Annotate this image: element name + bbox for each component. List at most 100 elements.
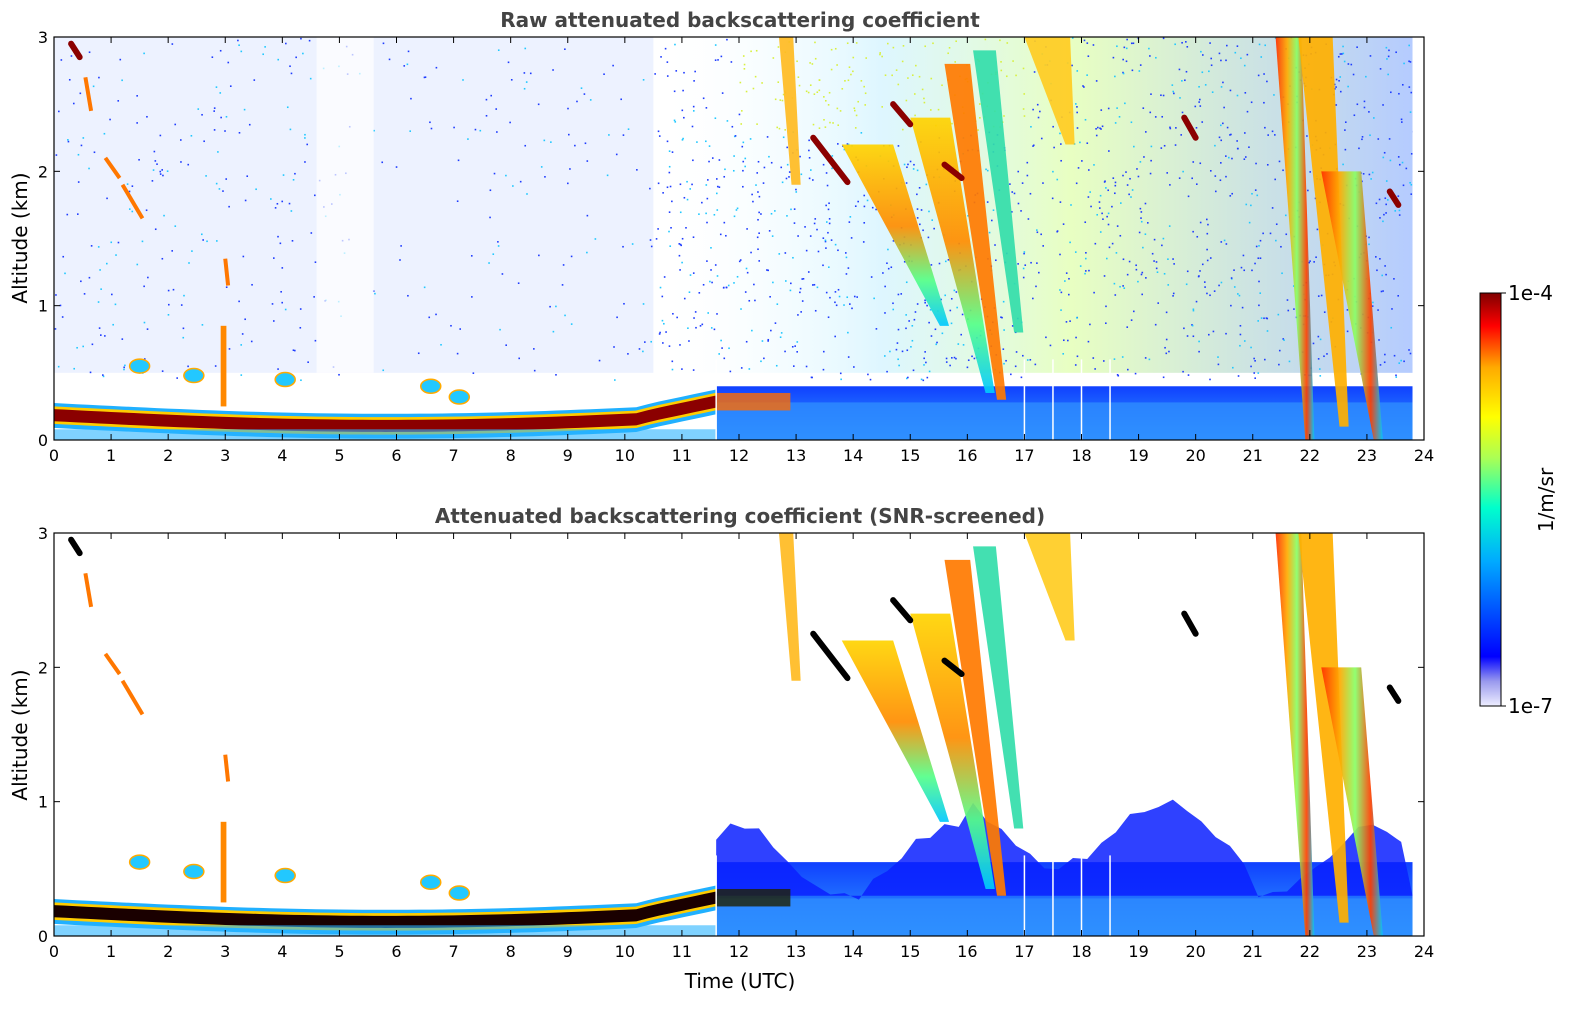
noise-speck xyxy=(1062,223,1065,225)
x-tick-label: 1 xyxy=(106,446,116,465)
noise-speck xyxy=(76,213,79,215)
noise-speck xyxy=(1141,271,1144,274)
dense-cloud-hook xyxy=(810,134,851,186)
dense-cloud-hook xyxy=(941,161,965,182)
noise-speck xyxy=(589,99,592,101)
noise-speck xyxy=(779,99,782,101)
noise-speck xyxy=(1397,295,1400,297)
noise-speck xyxy=(1206,232,1209,235)
noise-speck xyxy=(216,240,218,242)
noise-speck xyxy=(1173,92,1175,95)
noise-speck xyxy=(136,263,139,266)
noise-speck xyxy=(179,139,182,141)
noise-speck xyxy=(1218,284,1220,287)
noise-speck xyxy=(1398,92,1400,95)
noise-speck xyxy=(174,123,177,126)
noise-speck xyxy=(812,123,815,126)
noise-speck xyxy=(1009,183,1011,185)
noise-speck xyxy=(1369,134,1371,137)
noise-speck xyxy=(1395,374,1397,377)
noise-speck xyxy=(1130,319,1133,321)
noise-speck xyxy=(1038,271,1040,274)
noise-speck xyxy=(743,63,746,66)
noise-speck xyxy=(1356,46,1358,49)
noise-speck xyxy=(782,93,785,96)
noise-speck xyxy=(1271,130,1274,133)
noise-speck xyxy=(742,141,745,144)
noise-speck xyxy=(1316,228,1319,231)
noise-speck xyxy=(1257,320,1259,322)
noise-speck xyxy=(754,299,756,302)
noise-speck xyxy=(1264,358,1266,361)
noise-speck xyxy=(1398,209,1401,212)
noise-speck xyxy=(1257,74,1260,77)
noise-speck xyxy=(1149,172,1152,175)
noise-speck xyxy=(248,123,251,126)
noise-speck xyxy=(395,166,398,168)
noise-speck xyxy=(659,286,662,289)
noise-speck xyxy=(109,118,111,121)
noise-speck xyxy=(826,221,828,223)
noise-speck xyxy=(696,141,698,143)
noise-speck xyxy=(106,262,108,265)
noise-speck xyxy=(735,209,738,211)
noise-speck xyxy=(1071,64,1073,67)
noise-speck xyxy=(1114,122,1117,124)
noise-speck xyxy=(161,370,164,372)
noise-speck xyxy=(1128,260,1131,263)
noise-speck xyxy=(710,327,713,329)
noise-speck xyxy=(200,233,203,236)
noise-speck xyxy=(692,159,694,162)
noise-speck xyxy=(152,169,155,171)
noise-speck xyxy=(59,304,62,307)
noise-speck xyxy=(163,214,165,217)
x-tick-label: 15 xyxy=(900,446,920,465)
noise-speck xyxy=(456,352,459,355)
noise-speck xyxy=(1259,257,1262,260)
cloud-streak xyxy=(1321,171,1383,441)
x-tick-label: 10 xyxy=(615,446,635,465)
noise-speck xyxy=(106,197,108,200)
noise-speck xyxy=(686,198,689,201)
noise-speck xyxy=(924,299,926,302)
noise-speck xyxy=(1284,214,1287,217)
noise-speck xyxy=(649,239,652,241)
noise-speck xyxy=(400,245,402,247)
noise-speck xyxy=(124,364,126,367)
noise-speck xyxy=(1344,148,1347,151)
noise-speck xyxy=(1375,202,1378,205)
noise-speck xyxy=(1280,245,1282,248)
snr-screened-panel: Attenuated backscattering coefficient (S… xyxy=(8,504,1434,993)
noise-speck xyxy=(792,365,795,367)
noise-speck xyxy=(741,145,744,148)
noise-speck xyxy=(692,272,695,274)
noise-speck xyxy=(294,172,296,175)
noise-speck xyxy=(1255,162,1257,165)
noise-speck xyxy=(1250,204,1252,207)
noise-speck xyxy=(237,39,239,42)
noise-speck xyxy=(1259,239,1262,242)
noise-speck xyxy=(1075,103,1077,105)
noise-speck xyxy=(131,210,134,213)
noise-speck xyxy=(211,56,214,58)
noise-speck xyxy=(670,226,672,229)
noise-speck xyxy=(930,77,933,80)
noise-speck xyxy=(1126,273,1129,276)
noise-speck xyxy=(1036,103,1039,106)
noise-speck xyxy=(681,261,683,264)
noise-speck xyxy=(1144,233,1147,236)
noise-speck xyxy=(679,183,682,186)
noise-speck xyxy=(1278,363,1280,366)
noise-speck xyxy=(797,314,799,316)
noise-speck xyxy=(809,62,811,64)
noise-speck xyxy=(1255,245,1258,248)
noise-speck xyxy=(810,169,812,171)
noise-speck xyxy=(1408,349,1410,351)
noise-speck xyxy=(903,260,906,263)
noise-speck xyxy=(678,254,681,257)
noise-speck xyxy=(281,200,284,203)
noise-speck xyxy=(1371,171,1374,174)
noise-speck xyxy=(1172,258,1174,260)
noise-speck xyxy=(801,300,804,302)
aerosol-patch xyxy=(716,888,791,907)
